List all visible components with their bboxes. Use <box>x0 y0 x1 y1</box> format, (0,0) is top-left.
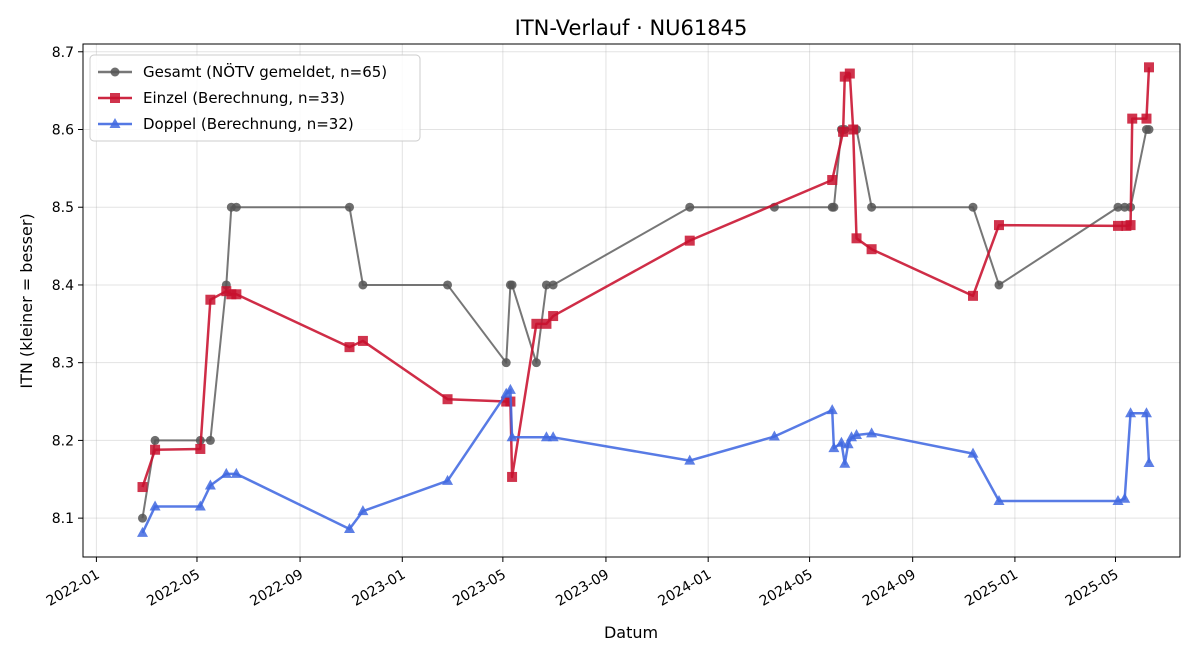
data-point-doppel <box>684 454 696 465</box>
data-point-doppel <box>839 457 851 468</box>
data-point-gesamt <box>531 358 541 368</box>
plot-area-frame <box>82 43 1181 558</box>
y-tick-label: 8.6 <box>52 123 74 139</box>
data-point-doppel <box>768 430 780 441</box>
data-point-einzel <box>839 71 850 82</box>
data-point-doppel <box>1125 407 1137 418</box>
data-point-gesamt <box>968 202 978 212</box>
chart-title: ITN-Verlauf · NU61845 <box>515 16 748 40</box>
y-tick-label: 8.3 <box>52 356 74 372</box>
y-axis-label: ITN (kleiner = besser) <box>17 213 36 388</box>
data-point-doppel <box>1119 492 1131 503</box>
data-point-doppel <box>343 523 355 534</box>
data-point-doppel <box>835 436 847 447</box>
data-point-einzel <box>993 220 1004 231</box>
data-point-einzel <box>844 68 855 79</box>
y-tick-label: 8.2 <box>52 433 74 449</box>
data-point-doppel <box>1143 456 1155 467</box>
data-point-einzel <box>195 443 206 454</box>
data-point-gesamt <box>344 202 354 212</box>
data-point-einzel <box>1112 220 1123 231</box>
data-point-doppel <box>204 479 216 490</box>
data-point-doppel <box>826 404 838 415</box>
data-point-doppel <box>230 467 242 478</box>
series-gesamt <box>138 125 1154 523</box>
data-point-gesamt <box>150 435 160 445</box>
data-point-einzel <box>848 124 859 135</box>
data-point-doppel <box>993 495 1005 506</box>
data-point-einzel <box>548 311 559 322</box>
legend: Gesamt (NÖTV gemeldet, n=65) Einzel (Bere… <box>89 54 421 142</box>
data-point-doppel <box>851 428 863 439</box>
data-point-doppel <box>828 442 840 453</box>
data-point-einzel <box>851 233 862 244</box>
data-point-einzel <box>866 244 877 255</box>
legend-label-einzel: Einzel (Berechnung, n=33) <box>143 89 345 107</box>
data-point-doppel <box>442 474 454 485</box>
data-point-einzel <box>137 482 148 493</box>
data-point-einzel <box>226 289 237 300</box>
data-point-gesamt <box>867 202 877 212</box>
series-doppel <box>137 383 1155 537</box>
data-point-gesamt <box>1113 202 1123 212</box>
data-point-gesamt <box>541 280 551 290</box>
data-point-doppel <box>967 447 979 458</box>
data-point-gesamt <box>205 435 215 445</box>
legend-box <box>89 54 421 142</box>
data-point-doppel <box>1140 407 1152 418</box>
legend-marker-einzel <box>110 93 120 103</box>
data-point-gesamt <box>443 280 453 290</box>
data-point-einzel <box>150 444 161 455</box>
data-point-doppel <box>357 505 369 516</box>
data-point-einzel <box>541 318 552 329</box>
data-point-einzel <box>531 318 542 329</box>
data-point-doppel <box>149 500 161 511</box>
data-point-doppel <box>842 438 854 449</box>
legend-marker-gesamt <box>110 67 120 77</box>
data-point-einzel <box>1141 113 1152 124</box>
series-layer <box>137 62 1155 537</box>
data-point-doppel <box>547 431 559 442</box>
y-tick-label: 8.7 <box>52 45 74 61</box>
y-tick-label: 8.1 <box>52 511 74 527</box>
data-point-gesamt <box>231 202 241 212</box>
data-point-einzel <box>221 286 232 297</box>
data-point-einzel <box>1127 113 1138 124</box>
data-point-gesamt <box>507 280 517 290</box>
data-point-gesamt <box>1144 125 1154 134</box>
data-point-einzel <box>968 290 979 301</box>
data-point-einzel <box>827 175 838 186</box>
data-point-doppel <box>194 500 206 511</box>
data-point-gesamt <box>501 358 511 368</box>
data-point-doppel <box>506 431 518 442</box>
data-point-gesamt <box>994 280 1004 290</box>
data-point-einzel <box>205 294 216 305</box>
data-point-einzel <box>1143 62 1154 73</box>
data-point-einzel <box>838 126 849 137</box>
data-point-einzel <box>684 235 695 246</box>
data-point-gesamt <box>358 280 368 290</box>
data-point-doppel <box>866 427 878 438</box>
data-point-doppel <box>504 383 516 394</box>
data-point-einzel <box>231 289 242 300</box>
x-axis-label: Datum <box>604 623 658 642</box>
data-point-doppel <box>220 467 232 478</box>
data-point-einzel <box>1125 220 1136 231</box>
data-point-einzel <box>357 335 368 346</box>
y-tick-label: 8.4 <box>52 278 74 294</box>
data-point-gesamt <box>685 202 695 212</box>
data-point-gesamt <box>138 513 148 523</box>
data-point-doppel <box>137 526 149 537</box>
data-point-gesamt <box>548 280 558 290</box>
legend-marker-doppel <box>109 118 121 128</box>
y-tick-label: 8.5 <box>52 200 74 216</box>
data-point-einzel <box>507 471 518 482</box>
series-einzel <box>137 62 1154 493</box>
legend-label-gesamt: Gesamt (NÖTV gemeldet, n=65) <box>143 62 387 81</box>
data-point-einzel <box>442 394 453 405</box>
legend-label-doppel: Doppel (Berechnung, n=32) <box>143 115 354 133</box>
data-point-gesamt <box>829 202 839 212</box>
data-point-einzel <box>344 342 355 353</box>
